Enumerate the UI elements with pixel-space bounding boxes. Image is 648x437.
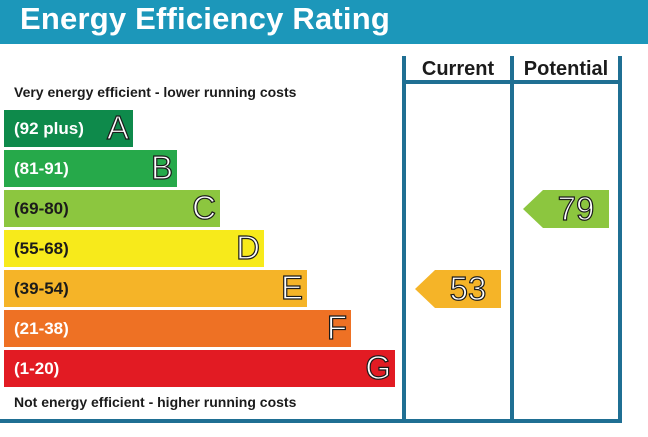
band-range-label: (69-80) (14, 199, 69, 218)
current-arrow-fill (415, 270, 501, 308)
band-range-label: (55-68) (14, 239, 69, 258)
potential-rating-arrow: 79 (523, 189, 609, 228)
band-letter-label: E (280, 269, 303, 306)
band-letter-label: A (106, 109, 129, 146)
current-arrow-shape (415, 270, 501, 308)
potential-column-right-border (618, 56, 622, 420)
potential-arrow-fill (523, 190, 609, 228)
band-a: (92 plus) A (4, 109, 133, 147)
band-letter-label: G (365, 349, 392, 386)
current-column-right-border (510, 56, 514, 420)
band-letter-label: F (326, 309, 347, 346)
band-range-label: (39-54) (14, 279, 69, 298)
chart-title: Energy Efficiency Rating (20, 1, 391, 36)
bottom-border-line (0, 419, 622, 423)
band-letter-label: B (150, 149, 173, 186)
header-bar: Energy Efficiency Rating (0, 0, 648, 44)
band-b: (81-91) B (4, 149, 177, 187)
current-rating-value: 53 (449, 269, 487, 307)
band-range-label: (1-20) (14, 359, 60, 378)
band-range-label: (92 plus) (14, 119, 84, 138)
band-g: (1-20) G (4, 349, 395, 387)
band-range-label: (21-38) (14, 319, 69, 338)
band-d: (55-68) D (4, 229, 264, 267)
band-range-label: (81-91) (14, 159, 69, 178)
potential-rating-value: 79 (557, 189, 595, 227)
current-column-heading: Current (421, 58, 495, 80)
header-divider-line (402, 80, 622, 84)
band-e: (39-54) E (4, 269, 307, 307)
band-c: (69-80) C (4, 189, 220, 227)
current-column-left-border (402, 56, 406, 420)
band-letter-label: C (192, 189, 217, 226)
band-letter-label: D (236, 229, 261, 266)
potential-column-heading: Potential (523, 58, 609, 80)
current-rating-arrow: 53 (415, 269, 501, 308)
band-f: (21-38) F (4, 309, 351, 347)
potential-arrow-shape (523, 190, 609, 228)
bottom-note: Not energy efficient - higher running co… (14, 394, 297, 410)
top-note: Very energy efficient - lower running co… (14, 84, 297, 100)
